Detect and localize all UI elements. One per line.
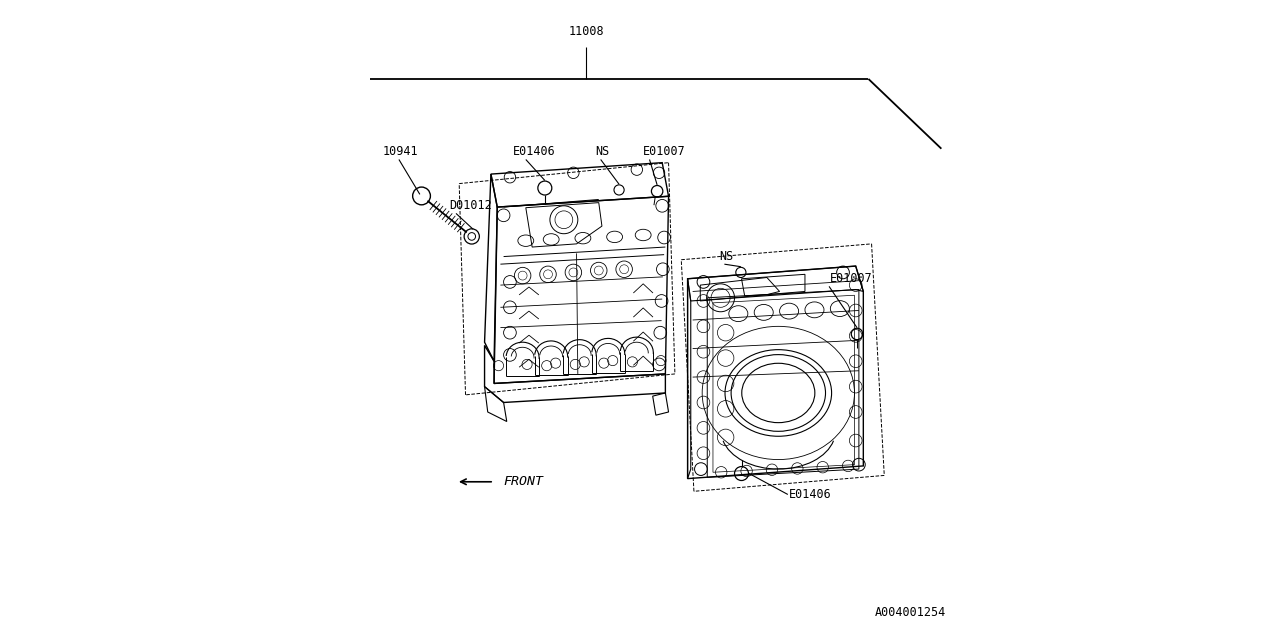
Text: E01406: E01406 [788, 488, 832, 501]
Text: NS: NS [719, 250, 733, 263]
Text: 10941: 10941 [383, 145, 419, 158]
Text: NS: NS [595, 145, 609, 158]
Text: A004001254: A004001254 [874, 607, 946, 620]
Text: E01007: E01007 [831, 272, 873, 285]
Text: E01406: E01406 [513, 145, 556, 158]
Text: 11008: 11008 [568, 25, 604, 38]
Text: FRONT: FRONT [503, 476, 544, 488]
Text: E01007: E01007 [643, 145, 686, 158]
Text: D01012: D01012 [449, 199, 493, 212]
